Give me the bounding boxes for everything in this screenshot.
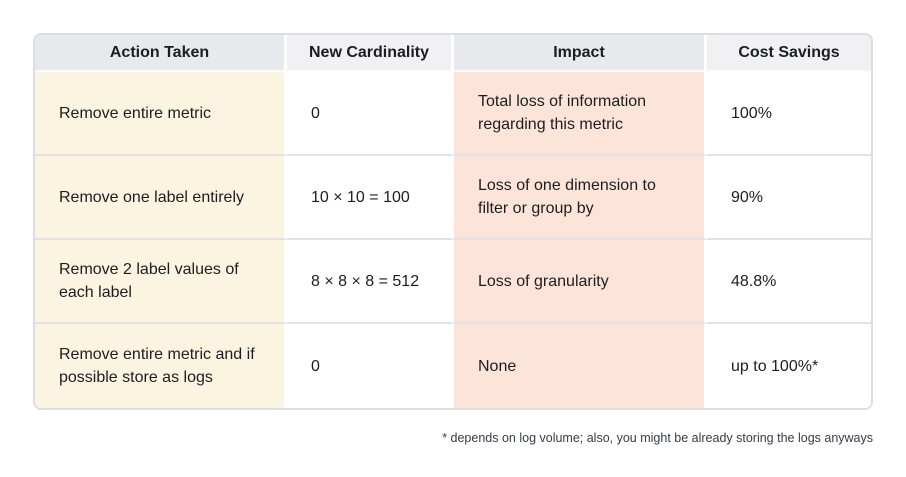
footnote: * depends on log volume; also, you might… [442, 431, 873, 445]
cell-impact: None [454, 324, 707, 409]
cell-savings: 90% [707, 156, 871, 241]
cell-impact: Loss of one dimension to filter or group… [454, 156, 707, 241]
cell-action: Remove entire metric and if possible sto… [35, 324, 287, 409]
cell-cardinality: 0 [287, 72, 454, 157]
cell-cardinality: 0 [287, 324, 454, 409]
cell-action: Remove 2 label values of each label [35, 240, 287, 325]
cell-savings: 100% [707, 72, 871, 157]
cell-savings: 48.8% [707, 240, 871, 325]
cell-action: Remove one label entirely [35, 156, 287, 241]
column-header-action-taken: Action Taken [35, 35, 287, 73]
cell-cardinality: 10 × 10 = 100 [287, 156, 454, 241]
cost-savings-table: Action Taken New Cardinality Impact Cost… [33, 33, 873, 411]
table-header-row: Action Taken New Cardinality Impact Cost… [35, 35, 871, 73]
cell-savings: up to 100%* [707, 324, 871, 409]
cell-impact: Loss of granularity [454, 240, 707, 325]
cell-cardinality: 8 × 8 × 8 = 512 [287, 240, 454, 325]
cell-impact: Total loss of information regarding this… [454, 72, 707, 157]
table-row: Remove entire metric and if possible sto… [35, 324, 871, 409]
table-row: Remove entire metric 0 Total loss of inf… [35, 72, 871, 157]
column-header-cost-savings: Cost Savings [707, 35, 871, 73]
cell-action: Remove entire metric [35, 72, 287, 157]
table-row: Remove one label entirely 10 × 10 = 100 … [35, 156, 871, 241]
metrics-cardinality-table: Action Taken New Cardinality Impact Cost… [35, 35, 871, 409]
table-row: Remove 2 label values of each label 8 × … [35, 240, 871, 325]
column-header-new-cardinality: New Cardinality [287, 35, 454, 73]
column-header-impact: Impact [454, 35, 707, 73]
